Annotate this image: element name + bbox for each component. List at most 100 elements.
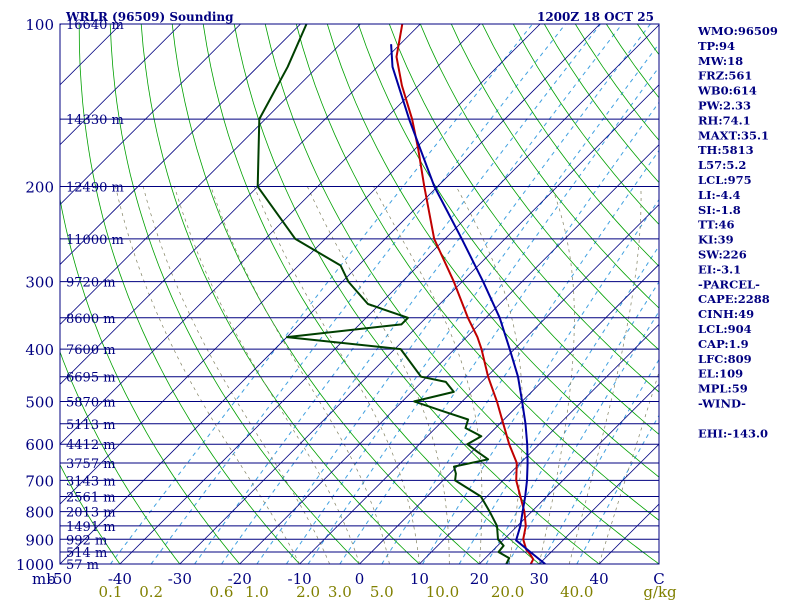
index-panel: WMO:96509TP:94MW:18FRZ:561WB0:614PW:2.33… (697, 24, 778, 440)
mixing-ratio-tick-label: 3.0 (328, 583, 352, 600)
isotherm-line (479, 383, 659, 564)
pressure-tick-label: 900 (25, 531, 54, 549)
dewpoint-profile-line (256, 24, 511, 564)
index-value: RH:74.1 (698, 113, 751, 127)
height-label: 4412 m (66, 438, 116, 453)
height-label: 3143 m (66, 474, 116, 489)
index-value: LFC:809 (698, 352, 752, 366)
index-value: EL:109 (698, 367, 743, 381)
isotherm-line (239, 144, 659, 564)
isotherm-line (60, 24, 541, 505)
index-value: PW:2.33 (698, 99, 751, 113)
height-label: 5113 m (66, 418, 116, 433)
index-value: CAPE:2288 (698, 292, 770, 306)
grid-layer (60, 24, 659, 564)
height-label: 16640 m (66, 18, 124, 33)
moist-adiabat-line (142, 186, 330, 564)
index-value: EHI:-143.0 (698, 426, 768, 440)
height-label: 2013 m (66, 506, 116, 521)
height-label: 2561 m (66, 491, 116, 506)
height-label: 12490 m (66, 181, 124, 196)
index-value: LCL:904 (698, 322, 752, 336)
isotherm-line (359, 263, 659, 564)
index-value: -WIND- (698, 397, 746, 411)
temperature-tick-label: 40 (590, 570, 609, 588)
pressure-tick-label: 200 (25, 179, 54, 197)
temperature-tick-label: C (653, 570, 664, 588)
index-value: EI:-3.1 (698, 262, 741, 276)
temperature-tick-label: -10 (288, 570, 312, 588)
mixing-ratio-tick-label: 0.6 (210, 583, 234, 600)
moist-adiabat-line (253, 186, 420, 564)
height-label: 1491 m (66, 520, 116, 535)
chart-timestamp: 1200Z 18 OCT 25 (537, 10, 654, 24)
isotherm-line (60, 24, 481, 445)
pressure-tick-label: 600 (25, 436, 54, 454)
height-label: 992 m (66, 533, 107, 548)
index-value: MW:18 (698, 54, 743, 68)
pressure-unit-label: mb (32, 570, 56, 588)
mixing-ratio-tick-label: 10.0 (426, 583, 459, 600)
moist-adiabat-line (538, 186, 575, 564)
index-value: TT:46 (698, 218, 735, 232)
isotherm-line (538, 443, 659, 564)
mixing-ratio-tick-label: 5.0 (370, 583, 394, 600)
mixing-ratio-tick-label: 0.2 (139, 583, 163, 600)
pressure-tick-label: 800 (25, 504, 54, 522)
temperature-tick-label: 10 (410, 570, 429, 588)
height-label: 7600 m (66, 343, 116, 358)
plot-frame (59, 23, 660, 565)
height-label: 6695 m (66, 371, 116, 386)
pressure-tick-label: 100 (25, 16, 54, 34)
height-label: 5870 m (66, 395, 116, 410)
isotherm-line (179, 84, 659, 564)
temperature-tick-label: 30 (530, 570, 549, 588)
height-label: 57 m (66, 558, 99, 573)
height-label: 11000 m (66, 233, 124, 248)
height-label: 514 m (66, 546, 107, 561)
index-value: MPL:59 (698, 382, 748, 396)
index-value: CAP:1.9 (698, 337, 749, 351)
isotherm-line (60, 24, 301, 266)
height-label: 9720 m (66, 276, 116, 291)
chart-title: WRLR (96509) Sounding (65, 10, 234, 24)
isotherm-line (419, 323, 659, 564)
isotherm-line (119, 24, 659, 564)
index-value: -PARCEL- (698, 277, 760, 291)
series-layer (256, 24, 546, 564)
index-value: LCL:975 (698, 173, 752, 187)
isotherm-line (60, 24, 421, 385)
isotherm-line (299, 204, 659, 564)
index-value: L57:5.2 (698, 158, 746, 172)
moist-adiabat-line (115, 186, 300, 564)
index-value: TP:94 (698, 39, 735, 53)
temperature-tick-label: 20 (470, 570, 489, 588)
pressure-tick-label: 700 (25, 472, 54, 490)
pressure-tick-label: 1000 (16, 556, 54, 574)
index-value: SW:226 (698, 248, 747, 262)
parcel-path-line (390, 44, 546, 564)
temperature-tick-label: -40 (108, 570, 132, 588)
isotherm-line (60, 24, 601, 564)
mixing-ratio-unit-label: g/kg (643, 583, 677, 600)
pressure-tick-label: 400 (25, 341, 54, 359)
index-value: LI:-4.4 (698, 188, 741, 202)
isotherm-line (60, 24, 181, 146)
pressure-tick-label: 500 (25, 393, 54, 411)
temperature-tick-label: 0 (355, 570, 365, 588)
index-value: CINH:49 (698, 307, 754, 321)
index-value: FRZ:561 (698, 69, 752, 83)
height-label: 3757 m (66, 457, 116, 472)
mixing-ratio-tick-label: 20.0 (491, 583, 524, 600)
temperature-profile-line (395, 24, 535, 564)
mixing-ratio-tick-label: 2.0 (296, 583, 320, 600)
index-value: MAXT:35.1 (698, 128, 769, 142)
moist-adiabat-line (598, 371, 659, 564)
temperature-tick-label: -30 (168, 570, 192, 588)
index-value: WB0:614 (697, 84, 757, 98)
temperature-tick-label: -20 (228, 570, 252, 588)
isotherm-line (60, 24, 361, 325)
temperature-tick-label: -50 (48, 570, 72, 588)
